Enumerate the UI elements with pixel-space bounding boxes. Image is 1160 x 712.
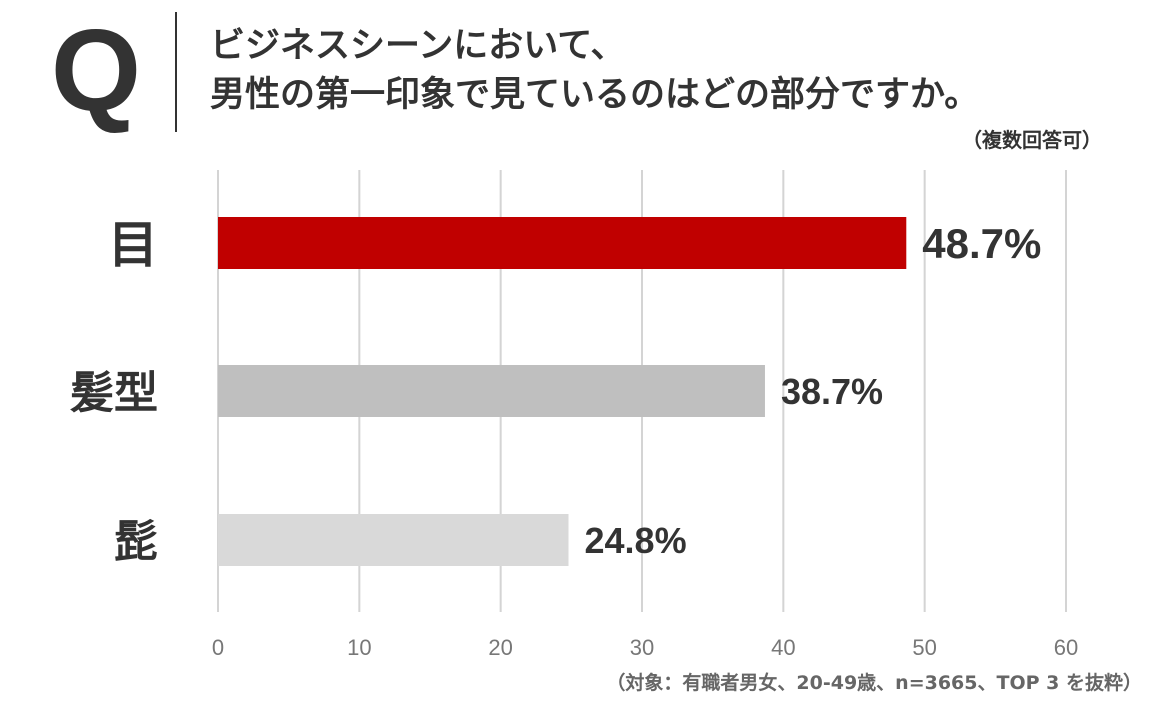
x-tick-label: 40 [771, 635, 795, 660]
category-label-2: 髪型 [70, 368, 158, 419]
category-label-3: 髭 [114, 517, 158, 568]
x-tick-label: 0 [212, 635, 224, 660]
question-line-1: ビジネスシーンにおいて、 [210, 26, 626, 66]
question-line-2: 男性の第一印象で見ているのはどの部分ですか。 [210, 75, 980, 115]
category-label-1: 目 [108, 216, 158, 274]
header-divider [175, 12, 177, 132]
q-mark: Q [50, 5, 142, 135]
x-tick-label: 30 [630, 635, 654, 660]
value-label-3: 24.8% [585, 520, 687, 561]
x-tick-label: 50 [912, 635, 936, 660]
x-tick-label: 10 [347, 635, 371, 660]
bar-3 [218, 514, 569, 566]
source-note: （対象：有職者男女、20-49歳、n=3665、TOP 3 を抜粋） [606, 672, 1142, 694]
bar-1 [218, 217, 907, 269]
value-label-1: 48.7% [922, 220, 1041, 267]
x-tick-label: 20 [488, 635, 512, 660]
value-label-2: 38.7% [781, 371, 883, 412]
multiple-answer-note: （複数回答可） [962, 128, 1102, 152]
bar-2 [218, 365, 765, 417]
question-title: ビジネスシーンにおいて、 男性の第一印象で見ているのはどの部分ですか。 [210, 22, 1140, 120]
x-tick-label: 60 [1054, 635, 1078, 660]
